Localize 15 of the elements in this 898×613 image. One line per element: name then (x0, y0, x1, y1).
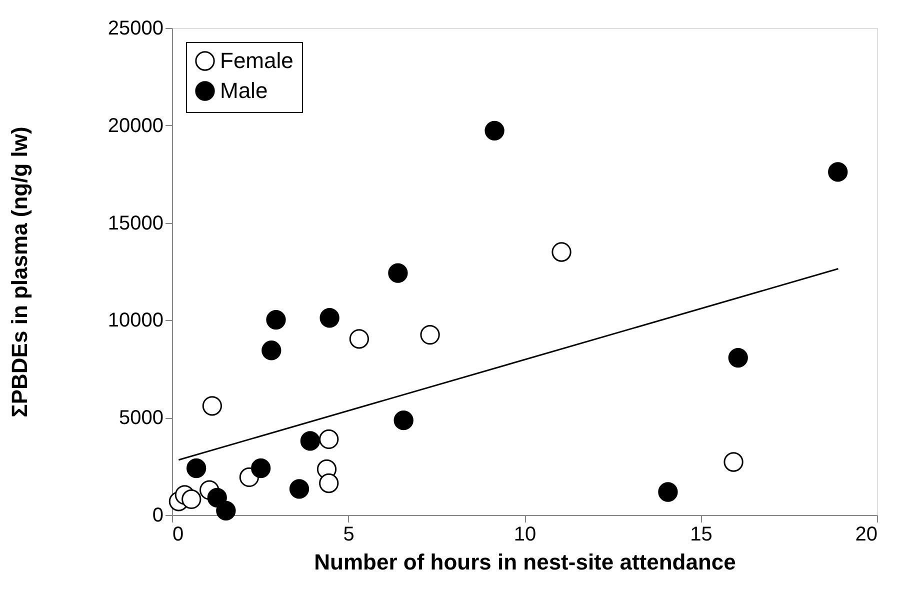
x-axis-title: Number of hours in nest-site attendance (314, 550, 736, 574)
y-tick-label: 20000 (108, 114, 164, 137)
y-tick-label: 10000 (108, 310, 164, 332)
legend-label: Male (220, 78, 268, 103)
y-tick-label: 25000 (108, 18, 164, 40)
y-axis-title: ΣPBDEs in plasma (ng/g lw) (6, 126, 32, 418)
x-tick-label: 20 (855, 524, 878, 546)
y-tick-label: 0 (152, 504, 164, 526)
x-tick-label: 15 (690, 524, 712, 546)
y-tick-label: 15000 (108, 212, 164, 234)
x-tick-label: 5 (343, 524, 354, 546)
legend-label: Female (220, 48, 294, 73)
x-tick-label: 0 (172, 524, 184, 546)
y-tick-label: 5000 (119, 407, 164, 430)
x-tick-label: 10 (514, 524, 536, 546)
